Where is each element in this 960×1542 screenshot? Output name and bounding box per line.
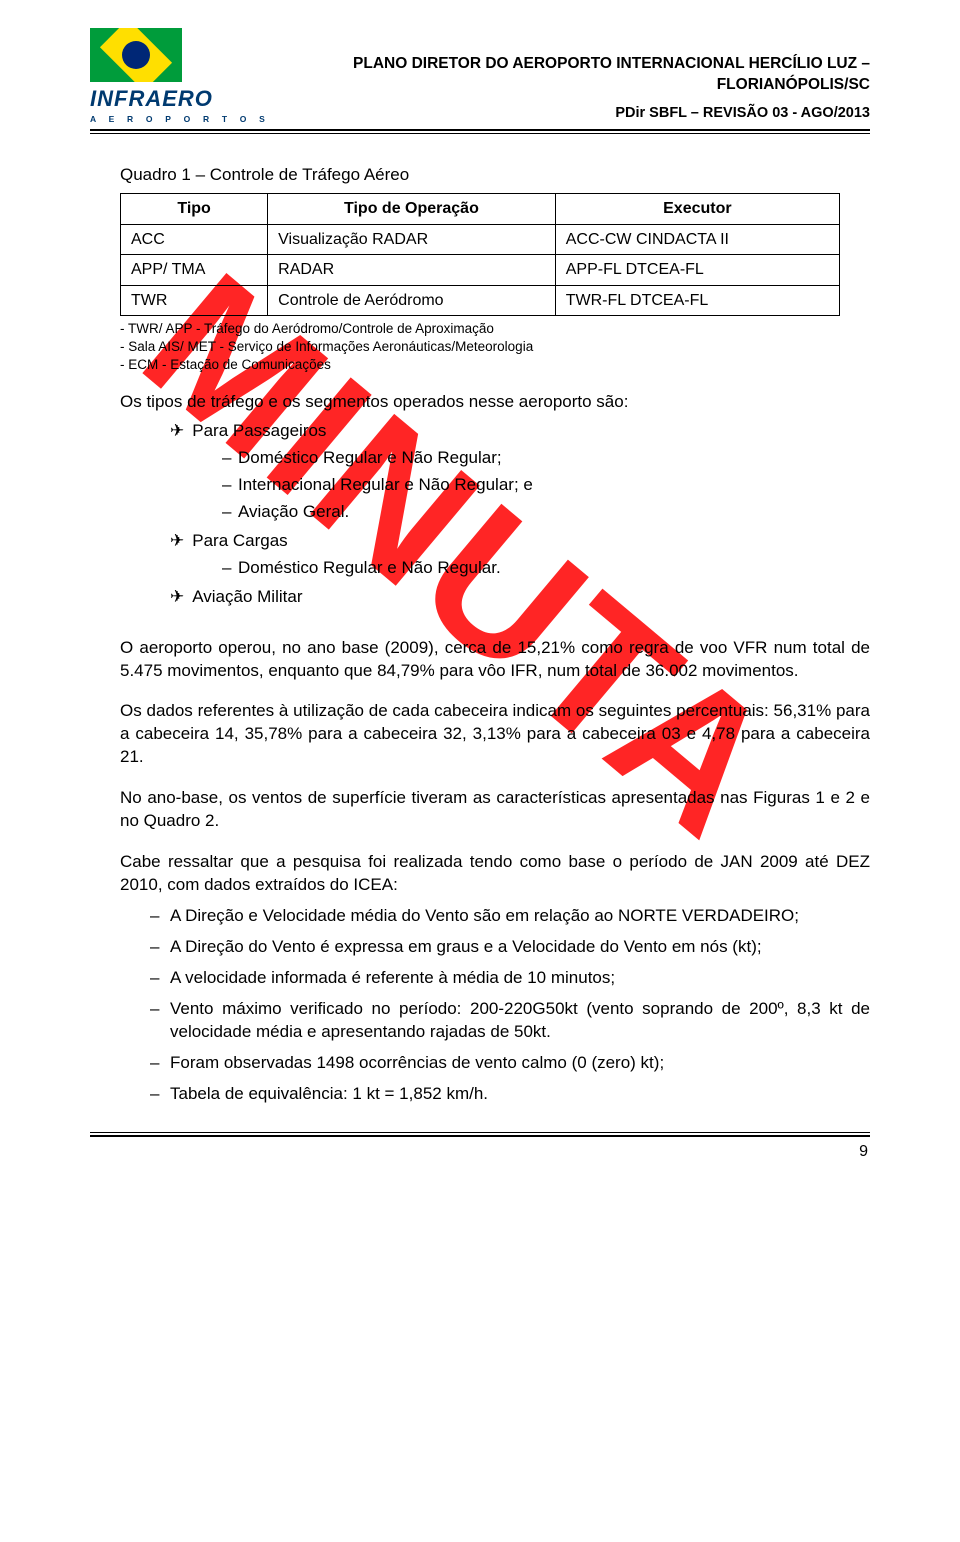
header-rule-bottom <box>90 133 870 134</box>
logo-brand: INFRAERO <box>90 84 213 114</box>
col-executor: Executor <box>555 194 839 225</box>
list-level2: Doméstico Regular e Não Regular. <box>222 557 870 580</box>
list-level1: ✈ Aviação Militar <box>170 586 870 609</box>
list-label: Para Cargas <box>192 531 287 550</box>
cell: Visualização RADAR <box>268 224 556 255</box>
title-block: PLANO DIRETOR DO AEROPORTO INTERNACIONAL… <box>286 54 870 125</box>
footer-rule-top <box>90 1132 870 1133</box>
list-item: A Direção do Vento é expressa em graus e… <box>150 936 870 959</box>
list-level1: ✈ Para Cargas <box>170 530 870 553</box>
footer-rule-bottom <box>90 1135 870 1137</box>
list-item: Tabela de equivalência: 1 kt = 1,852 km/… <box>150 1083 870 1106</box>
table-header-row: Tipo Tipo de Operação Executor <box>121 194 840 225</box>
list-level1: ✈ Para Passageiros <box>170 420 870 443</box>
page-number: 9 <box>90 1141 870 1163</box>
col-tipo: Tipo <box>121 194 268 225</box>
list-level2: Aviação Geral. <box>222 501 870 524</box>
table-note: - TWR/ APP - Tráfego do Aeródromo/Contro… <box>120 320 870 338</box>
table-note: - Sala AIS/ MET - Serviço de Informações… <box>120 338 870 356</box>
quadro-table: Tipo Tipo de Operação Executor ACC Visua… <box>120 193 840 316</box>
list-label: Para Passageiros <box>192 421 326 440</box>
cell: ACC-CW CINDACTA II <box>555 224 839 255</box>
cell: TWR-FL DTCEA-FL <box>555 285 839 316</box>
cell: APP/ TMA <box>121 255 268 286</box>
list-item: A velocidade informada é referente à méd… <box>150 967 870 990</box>
cell: Controle de Aeródromo <box>268 285 556 316</box>
footer-rules <box>90 1132 870 1137</box>
plane-icon: ✈ <box>170 531 184 550</box>
paragraph: Os dados referentes à utilização de cada… <box>120 700 870 769</box>
page-content: INFRAERO A E R O P O R T O S PLANO DIRET… <box>90 28 870 1162</box>
list-item: Vento máximo verificado no período: 200-… <box>150 998 870 1044</box>
table-row: TWR Controle de Aeródromo TWR-FL DTCEA-F… <box>121 285 840 316</box>
doc-subtitle: PDir SBFL – REVISÃO 03 - AGO/2013 <box>286 104 870 124</box>
brazil-flag-icon <box>90 28 182 82</box>
list-item: Foram observadas 1498 ocorrências de ven… <box>150 1052 870 1075</box>
list-level2: Internacional Regular e Não Regular; e <box>222 474 870 497</box>
plane-icon: ✈ <box>170 587 184 606</box>
paragraph: Cabe ressaltar que a pesquisa foi realiz… <box>120 851 870 897</box>
cell: RADAR <box>268 255 556 286</box>
cell: ACC <box>121 224 268 255</box>
list-item: A Direção e Velocidade média do Vento sã… <box>150 905 870 928</box>
header-rule-top <box>90 129 870 131</box>
table-notes: - TWR/ APP - Tráfego do Aeródromo/Contro… <box>120 320 870 373</box>
cell: TWR <box>121 285 268 316</box>
logo-subtext: A E R O P O R T O S <box>90 114 270 125</box>
cell: APP-FL DTCEA-FL <box>555 255 839 286</box>
list-label: Aviação Militar <box>192 587 302 606</box>
plane-icon: ✈ <box>170 421 184 440</box>
table-row: ACC Visualização RADAR ACC-CW CINDACTA I… <box>121 224 840 255</box>
table-note: - ECM - Estação de Comunicações <box>120 356 870 374</box>
table-row: APP/ TMA RADAR APP-FL DTCEA-FL <box>121 255 840 286</box>
logo-block: INFRAERO A E R O P O R T O S <box>90 28 270 125</box>
list-level2: Doméstico Regular e Não Regular; <box>222 447 870 470</box>
paragraph: No ano-base, os ventos de superfície tiv… <box>120 787 870 833</box>
col-operacao: Tipo de Operação <box>268 194 556 225</box>
intro-paragraph: Os tipos de tráfego e os segmentos opera… <box>120 391 870 414</box>
paragraph: O aeroporto operou, no ano base (2009), … <box>120 637 870 683</box>
quadro-title: Quadro 1 – Controle de Tráfego Aéreo <box>120 164 870 187</box>
header: INFRAERO A E R O P O R T O S PLANO DIRET… <box>90 28 870 125</box>
doc-title: PLANO DIRETOR DO AEROPORTO INTERNACIONAL… <box>286 54 870 96</box>
